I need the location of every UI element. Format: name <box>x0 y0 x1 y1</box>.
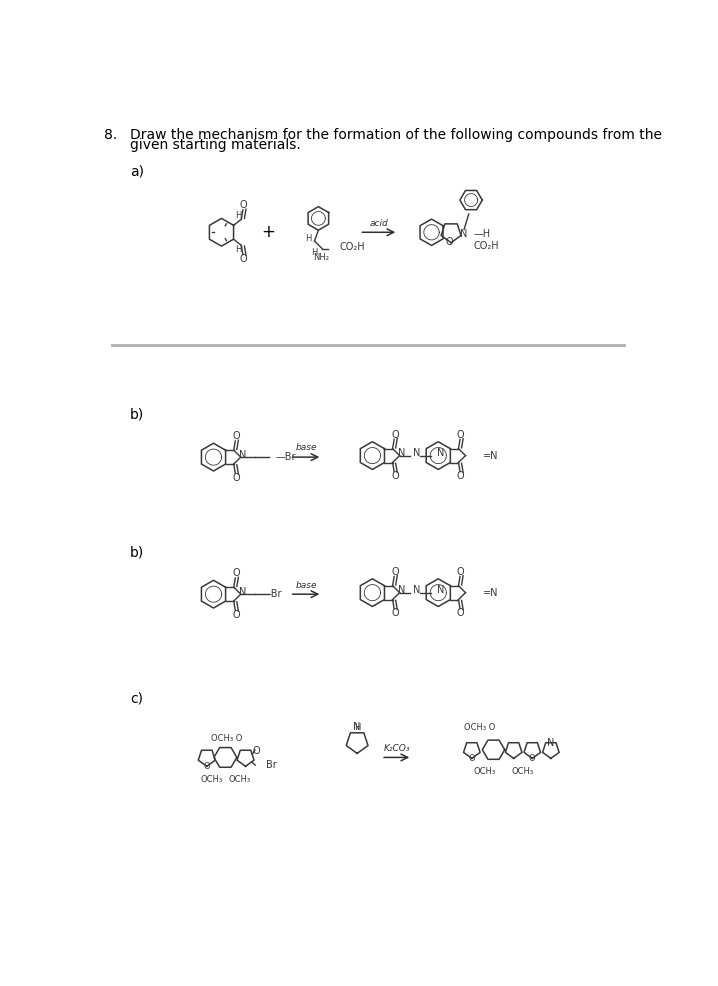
Text: O: O <box>391 471 398 481</box>
Polygon shape <box>202 581 225 608</box>
Text: base: base <box>295 581 317 590</box>
Text: N: N <box>413 449 420 458</box>
Polygon shape <box>210 219 233 246</box>
Text: O: O <box>203 762 210 771</box>
Text: OCH₃ O: OCH₃ O <box>464 724 495 733</box>
Text: O: O <box>457 608 465 618</box>
Polygon shape <box>426 579 450 606</box>
Text: O: O <box>391 608 398 618</box>
Text: K₂CO₃: K₂CO₃ <box>383 743 410 752</box>
Text: H: H <box>354 723 360 732</box>
Text: O: O <box>240 254 248 264</box>
Polygon shape <box>441 224 461 243</box>
Text: O: O <box>391 430 398 440</box>
Text: N: N <box>239 587 247 597</box>
Text: b): b) <box>130 545 144 560</box>
Text: OCH₃ O: OCH₃ O <box>211 734 243 742</box>
Polygon shape <box>237 750 254 766</box>
Polygon shape <box>524 742 541 758</box>
Text: O: O <box>232 568 240 579</box>
Polygon shape <box>426 442 450 469</box>
Text: given starting materials.: given starting materials. <box>130 138 301 153</box>
Text: c): c) <box>130 692 143 706</box>
Text: OCH₃: OCH₃ <box>473 767 495 776</box>
Text: O: O <box>232 473 240 483</box>
Polygon shape <box>482 740 505 759</box>
Polygon shape <box>543 742 559 758</box>
Text: O: O <box>529 754 536 763</box>
Text: H: H <box>312 248 317 257</box>
Text: Draw the mechanism for the formation of the following compounds from the: Draw the mechanism for the formation of … <box>130 127 662 142</box>
Text: 8.: 8. <box>103 127 117 142</box>
Text: —Br: —Br <box>276 453 296 462</box>
Text: H: H <box>235 245 241 253</box>
Text: O: O <box>391 567 398 577</box>
Text: a): a) <box>130 165 144 178</box>
Polygon shape <box>505 742 522 758</box>
Text: b): b) <box>130 407 144 421</box>
Text: O: O <box>457 567 465 577</box>
Text: OCH₃: OCH₃ <box>512 767 534 776</box>
Text: N: N <box>353 722 361 733</box>
Text: OCH₃: OCH₃ <box>228 775 251 784</box>
Text: N: N <box>398 449 406 458</box>
Text: NH₂: NH₂ <box>313 253 329 262</box>
Polygon shape <box>198 750 215 766</box>
Text: O: O <box>232 431 240 442</box>
Text: acid: acid <box>370 219 388 228</box>
Text: base: base <box>295 444 317 453</box>
Text: CO₂H: CO₂H <box>340 243 365 252</box>
Polygon shape <box>346 733 368 753</box>
Text: =N: =N <box>482 451 498 460</box>
Polygon shape <box>460 190 482 210</box>
Text: N: N <box>413 586 420 596</box>
Text: H: H <box>235 211 241 220</box>
Polygon shape <box>420 219 443 246</box>
Text: O: O <box>457 430 465 440</box>
Polygon shape <box>360 442 384 469</box>
Text: O: O <box>457 471 465 481</box>
Polygon shape <box>308 207 329 230</box>
Text: —Br: —Br <box>261 590 282 599</box>
Text: —H: —H <box>473 229 490 239</box>
Polygon shape <box>202 444 225 471</box>
Text: O: O <box>446 237 453 246</box>
Polygon shape <box>464 742 480 758</box>
Text: O: O <box>240 200 248 210</box>
Text: N: N <box>398 586 406 596</box>
Text: N: N <box>547 738 554 747</box>
Text: Br: Br <box>266 760 277 770</box>
Text: H: H <box>305 234 312 244</box>
Polygon shape <box>214 747 237 767</box>
Text: O: O <box>469 754 475 763</box>
Text: N: N <box>239 450 247 459</box>
Text: OCH₃: OCH₃ <box>200 775 223 784</box>
Text: =N: =N <box>482 588 498 598</box>
Text: +: + <box>261 223 275 242</box>
Text: O: O <box>232 610 240 620</box>
Text: O: O <box>252 746 260 756</box>
Polygon shape <box>360 579 384 606</box>
Text: CO₂H: CO₂H <box>473 242 499 251</box>
Text: N: N <box>437 586 444 596</box>
Text: N: N <box>460 229 467 239</box>
Text: N: N <box>437 449 444 458</box>
